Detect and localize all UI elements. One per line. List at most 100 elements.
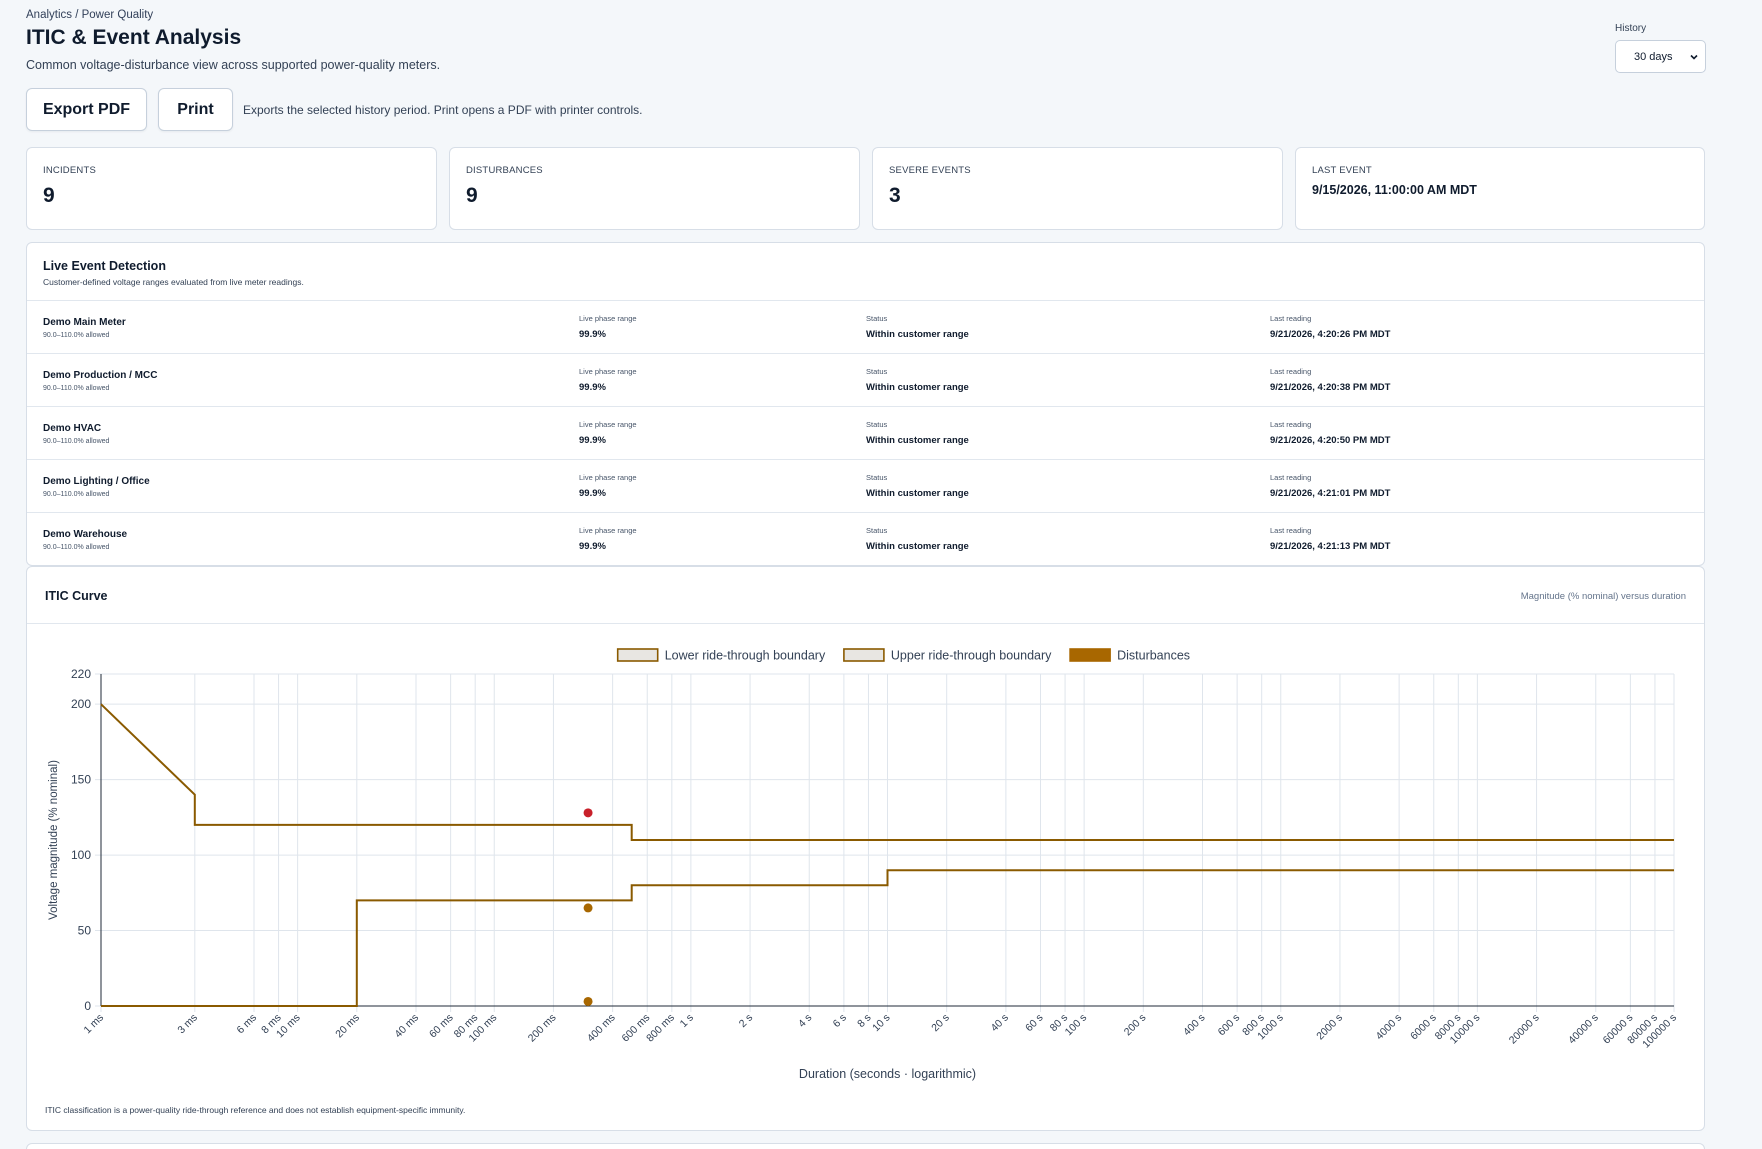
- meter-reading-value: 9/21/2026, 4:20:50 PM MDT: [1270, 435, 1391, 446]
- x-tick-label: 40000 s: [1566, 1012, 1601, 1047]
- meter-phase-label: Live phase range: [579, 473, 637, 482]
- meter-name: Demo Production / MCC: [43, 370, 158, 381]
- chart-subtitle: Magnitude (% nominal) versus duration: [1520, 591, 1686, 602]
- meter-row: Demo HVAC 90.0–110.0% allowed Live phase r…: [27, 407, 1704, 460]
- meter-reading-label: Last reading: [1270, 314, 1312, 323]
- meter-list: Demo Main Meter 90.0–110.0% allowed Live p…: [27, 301, 1704, 566]
- x-tick-label: 2 s: [737, 1012, 755, 1030]
- meter-name: Demo Lighting / Office: [43, 476, 150, 487]
- chart-title: ITIC Curve: [45, 589, 108, 603]
- x-tick-label: 4 s: [796, 1012, 814, 1030]
- disturbance-point: [583, 903, 593, 913]
- x-tick-label: 600 s: [1216, 1012, 1243, 1039]
- x-tick-label: 20 ms: [333, 1012, 362, 1041]
- meter-phase-label: Live phase range: [579, 526, 637, 535]
- stat-card-severe-events: SEVERE EVENTS 3: [872, 147, 1283, 230]
- stat-value: 9: [43, 184, 55, 207]
- x-tick-label: 60 s: [1023, 1012, 1046, 1035]
- x-axis-title: Duration (seconds · logarithmic): [799, 1067, 976, 1081]
- legend-label: Lower ride-through boundary: [665, 649, 826, 663]
- x-tick-label: 6 ms: [235, 1012, 260, 1037]
- x-tick-label: 2000 s: [1314, 1012, 1345, 1043]
- print-button[interactable]: Print: [158, 88, 233, 131]
- meter-name: Demo Warehouse: [43, 529, 128, 540]
- x-tick-label: 40 s: [988, 1012, 1011, 1035]
- meter-name: Demo HVAC: [43, 423, 102, 434]
- stat-value: 3: [889, 184, 901, 207]
- meter-phase-label: Live phase range: [579, 420, 637, 429]
- x-tick-label: 200 s: [1122, 1012, 1149, 1039]
- meter-allowed-range: 90.0–110.0% allowed: [43, 385, 110, 392]
- series-line-lower-boundary: [101, 869, 1674, 1007]
- x-tick-label: 6000 s: [1408, 1012, 1439, 1043]
- history-label: History: [1615, 23, 1647, 34]
- x-tick-label: 1 s: [678, 1012, 696, 1030]
- meter-status-label: Status: [866, 314, 888, 323]
- meter-row: Demo Production / MCC 90.0–110.0% allowed…: [27, 354, 1704, 407]
- meter-name: Demo Main Meter: [43, 317, 126, 328]
- meter-phase-value: 99.9%: [579, 329, 606, 340]
- live-event-subtitle: Customer-defined voltage ranges evaluate…: [43, 277, 304, 287]
- meter-phase-value: 99.9%: [579, 435, 606, 446]
- meter-reading-label: Last reading: [1270, 473, 1312, 482]
- stat-card-incidents: INCIDENTS 9: [26, 147, 437, 230]
- x-tick-label: 20 s: [929, 1012, 952, 1035]
- stat-card-disturbances: DISTURBANCES 9: [449, 147, 860, 230]
- legend-label: Upper ride-through boundary: [891, 649, 1052, 663]
- meter-phase-value: 99.9%: [579, 541, 606, 552]
- x-tick-label: 100 s: [1063, 1012, 1090, 1039]
- meter-row: Demo Main Meter 90.0–110.0% allowed Live p…: [27, 301, 1704, 354]
- legend-swatch: [843, 648, 885, 662]
- meter-allowed-range: 90.0–110.0% allowed: [43, 544, 110, 551]
- y-tick-label: 50: [78, 924, 92, 938]
- x-tick-label: 6 s: [831, 1012, 849, 1030]
- series-line-upper-boundary: [100, 703, 1674, 841]
- meter-phase-label: Live phase range: [579, 314, 637, 323]
- x-tick-label: 3 ms: [175, 1012, 200, 1037]
- page-title: ITIC & Event Analysis: [26, 26, 242, 49]
- chart-header: ITIC Curve Magnitude (% nominal) versus …: [27, 567, 1704, 624]
- live-event-header: Live Event Detection Customer-defined vo…: [27, 243, 1704, 301]
- meter-phase-value: 99.9%: [579, 488, 606, 499]
- chevron-down-icon: [1690, 54, 1698, 60]
- export-note: Exports the selected history period. Pri…: [243, 103, 643, 117]
- meter-reading-label: Last reading: [1270, 420, 1312, 429]
- itic-curve-card: ITIC Curve Magnitude (% nominal) versus …: [26, 566, 1705, 1131]
- x-tick-label: 400 ms: [585, 1012, 618, 1045]
- breadcrumb: Analytics / Power Quality: [26, 9, 154, 21]
- meter-row: Demo Lighting / Office 90.0–110.0% allowe…: [27, 460, 1704, 513]
- meter-row: Demo Warehouse 90.0–110.0% allowed Live ph…: [27, 513, 1704, 566]
- x-tick-label: 40 ms: [392, 1012, 421, 1041]
- y-tick-label: 150: [71, 773, 91, 787]
- stat-label: SEVERE EVENTS: [889, 165, 971, 176]
- export-pdf-button[interactable]: Export PDF: [26, 88, 147, 131]
- meter-phase-value: 99.9%: [579, 382, 606, 393]
- meter-reading-label: Last reading: [1270, 367, 1312, 376]
- x-tick-label: 60 ms: [427, 1012, 456, 1041]
- disturbance-point: [583, 996, 593, 1006]
- y-tick-label: 220: [71, 667, 91, 681]
- meter-reading-label: Last reading: [1270, 526, 1312, 535]
- stat-card-last-event: LAST EVENT 9/15/2026, 11:00:00 AM MDT: [1295, 147, 1705, 230]
- meter-phase-label: Live phase range: [579, 367, 637, 376]
- meter-status-value: Within customer range: [866, 541, 969, 552]
- stat-label: LAST EVENT: [1312, 165, 1372, 176]
- meter-reading-value: 9/21/2026, 4:21:13 PM MDT: [1270, 541, 1391, 552]
- disturbance-point: [583, 808, 593, 818]
- x-tick-label: 200 ms: [526, 1012, 559, 1045]
- meter-status-label: Status: [866, 473, 888, 482]
- meter-status-value: Within customer range: [866, 435, 969, 446]
- x-tick-label: 800 ms: [644, 1012, 677, 1045]
- stat-value: 9: [466, 184, 478, 207]
- stat-label: INCIDENTS: [43, 165, 96, 176]
- x-tick-label: 400 s: [1181, 1012, 1208, 1039]
- live-event-title: Live Event Detection: [43, 259, 166, 273]
- meter-reading-value: 9/21/2026, 4:21:01 PM MDT: [1270, 488, 1391, 499]
- history-select[interactable]: 30 days: [1615, 40, 1706, 73]
- history-select-value: 30 days: [1634, 50, 1673, 63]
- x-tick-label: 1 ms: [82, 1012, 107, 1037]
- y-tick-label: 200: [71, 697, 91, 711]
- y-axis-title: Voltage magnitude (% nominal): [48, 760, 60, 920]
- meter-status-value: Within customer range: [866, 329, 969, 340]
